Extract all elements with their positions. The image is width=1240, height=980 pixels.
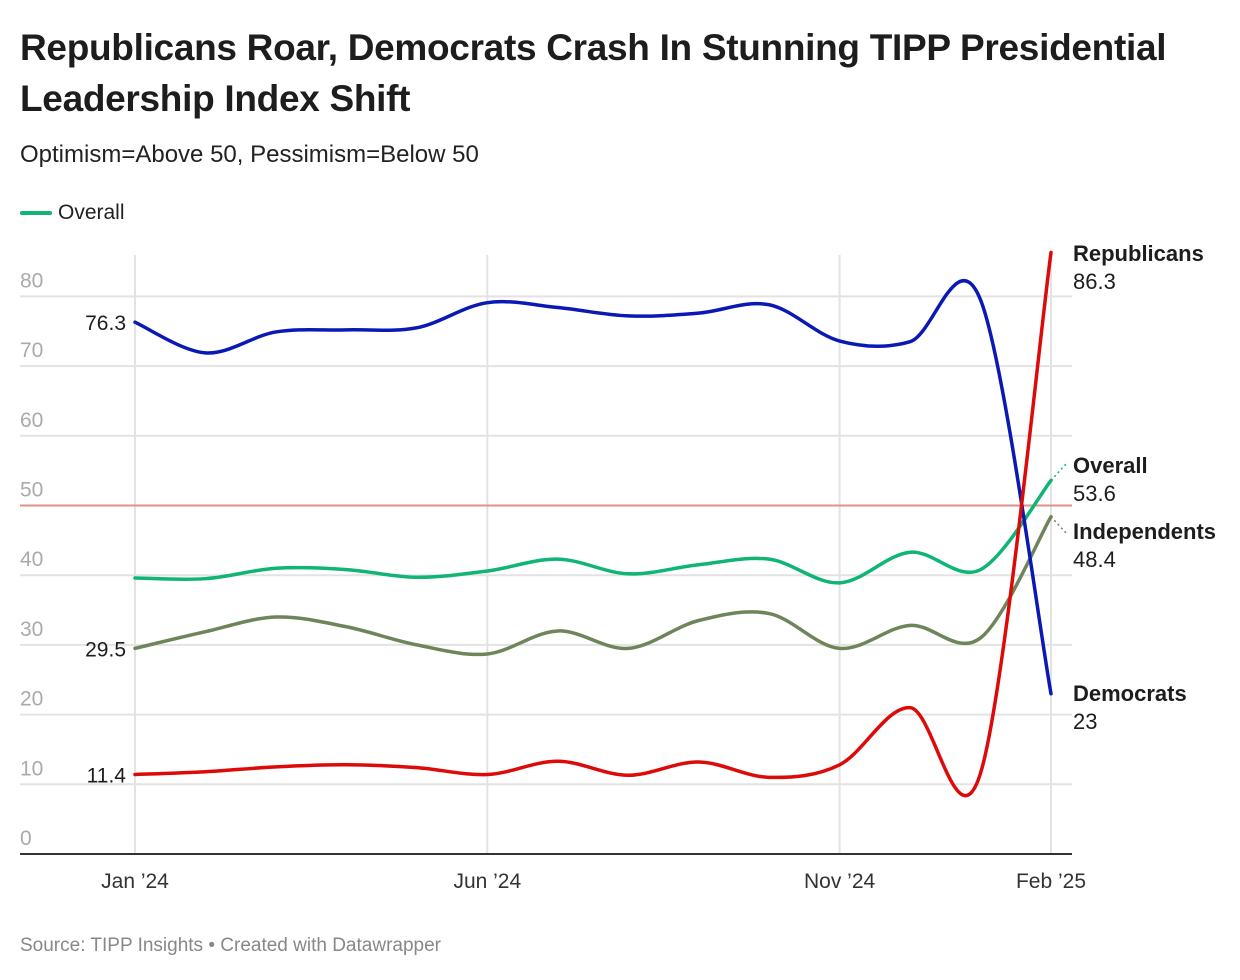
y-tick-label: 40	[20, 548, 43, 571]
series-line-overall	[133, 478, 1053, 585]
x-tick-label: Jan ’24	[101, 870, 169, 893]
y-tick-label: 20	[20, 688, 43, 711]
x-tick-label: Feb ’25	[1016, 870, 1086, 893]
legend: Overall	[20, 201, 125, 225]
end-label-value-overall: 53.6	[1073, 481, 1116, 506]
connector-overall	[1050, 463, 1067, 481]
end-label-value-republicans: 86.3	[1073, 269, 1116, 294]
legend-label-overall: Overall	[58, 201, 125, 224]
end-label-name-republicans: Republicans	[1073, 241, 1204, 266]
chart-subtitle: Optimism=Above 50, Pessimism=Below 50	[20, 141, 479, 168]
y-tick-label: 80	[20, 269, 43, 292]
start-label-independents: 29.5	[85, 638, 126, 661]
end-label-value-independents: 48.4	[1073, 547, 1116, 572]
start-label-democrats: 76.3	[85, 312, 126, 335]
y-tick-label: 50	[20, 479, 43, 502]
source-note: Source: TIPP Insights • Created with Dat…	[20, 935, 441, 956]
y-tick-label: 60	[20, 409, 43, 432]
end-label-value-democrats: 23	[1073, 709, 1097, 734]
series-line-independents	[133, 514, 1053, 657]
legend-swatch-overall	[20, 211, 52, 215]
series-line-democrats	[133, 279, 1053, 696]
x-tick-label: Nov ’24	[804, 870, 876, 893]
connector-independents	[1050, 516, 1067, 534]
y-tick-label: 10	[20, 757, 43, 780]
end-label-name-democrats: Democrats	[1073, 681, 1187, 706]
start-label-republicans: 11.4	[87, 765, 127, 788]
y-tick-label: 30	[20, 618, 43, 641]
y-tick-label: 0	[20, 827, 32, 850]
end-label-name-overall: Overall	[1073, 453, 1148, 478]
series-line-republicans	[133, 250, 1053, 798]
y-tick-label: 70	[20, 339, 43, 362]
line-chart: Jan ’24 Jun ’24 Nov ’24 Feb ’25 0 10 20 30 40 50 6…	[20, 241, 1216, 893]
end-label-name-independents: Independents	[1073, 519, 1216, 544]
chart-title: Republicans Roar, Democrats Crash In Stu…	[20, 27, 1167, 119]
x-tick-label: Jun ’24	[453, 870, 521, 893]
